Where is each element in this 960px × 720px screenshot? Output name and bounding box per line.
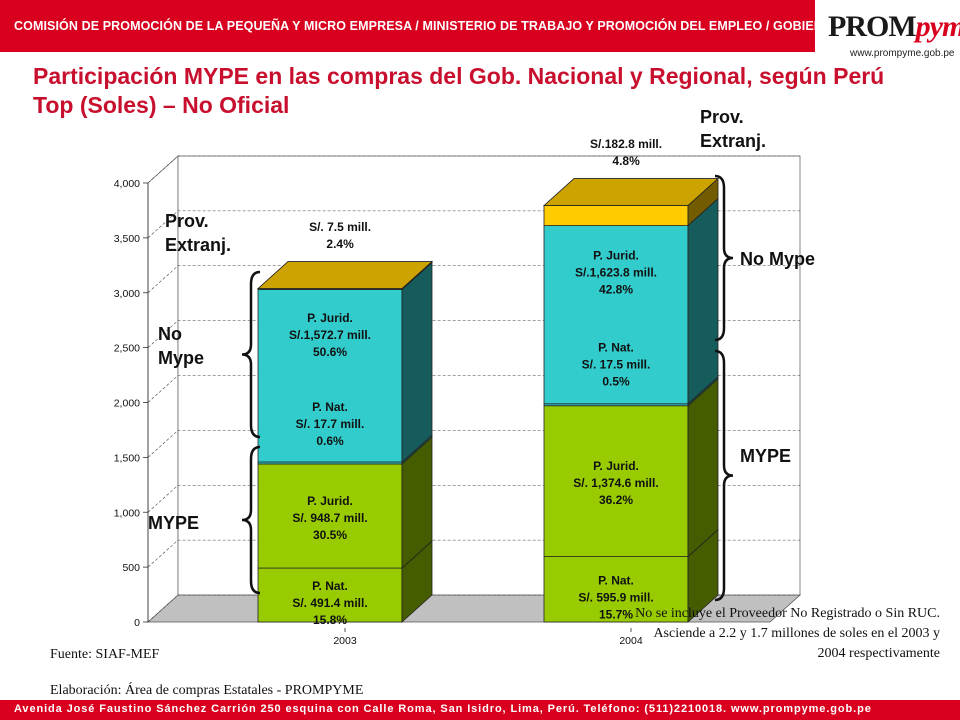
x-tick-label: 2004 [619, 635, 643, 647]
segment-label-prov-extranj: S/.182.8 mill. 4.8% [590, 137, 662, 168]
bar-segment-side [401, 261, 433, 463]
bar-segment [543, 205, 689, 227]
segment-label-mype-jurid: P. Jurid. S/. 948.7 mill. 30.5% [292, 494, 367, 542]
bar-segment [543, 225, 689, 405]
brace-mype-2004 [714, 349, 734, 602]
y-tick-label: 4,000 [114, 178, 140, 190]
y-tick-label: 0 [134, 617, 140, 629]
banner-text: COMISIÓN DE PROMOCIÓN DE LA PEQUEÑA Y MI… [14, 19, 910, 33]
no-mype-label-2004: No Mype [740, 249, 815, 269]
bar-segment [257, 463, 403, 569]
y-tick-label: 1,500 [114, 452, 140, 464]
logo-url: www.prompyme.gob.pe [850, 48, 955, 59]
segment-label-nomype-jurid: P. Jurid. S/.1,572.7 mill. 50.6% [289, 311, 371, 359]
y-tick-label: 2,500 [114, 343, 140, 355]
bar-segment-side [687, 377, 719, 558]
elaboration-text: Elaboración: Área de compras Estatales -… [50, 683, 364, 698]
y-tick-label: 1,000 [114, 507, 140, 519]
top-banner: COMISIÓN DE PROMOCIÓN DE LA PEQUEÑA Y MI… [0, 0, 909, 52]
prov-extranj-label-2004: Prov. Extranj. [700, 107, 766, 151]
bar-segment [257, 289, 403, 463]
bar-segment-side [687, 197, 719, 405]
footnote: No se incluye el Proveedor No Registrado… [635, 606, 940, 661]
y-tick-label: 2,000 [114, 398, 140, 410]
segment-label-mype-jurid: P. Jurid. S/. 1,374.6 mill. 36.2% [573, 459, 658, 507]
prompyme-logo: PROMpyme www.prompyme.gob.pe [820, 8, 960, 68]
no-mype-label-2003: No Mype [158, 324, 204, 368]
bar-top-face [256, 261, 434, 289]
gridline [147, 155, 800, 184]
segment-label-mype-nat: P. Nat. S/. 595.9 mill. 15.7% [578, 573, 653, 621]
bar-top-face [542, 178, 720, 206]
prov-extranj-label-2003: Prov. Extranj. [165, 211, 231, 255]
chart-title: Participación MYPE en las compras del Go… [33, 63, 885, 118]
segment-label-nomype-nat: P. Nat. S/. 17.5 mill. 0.5% [582, 340, 651, 388]
brace-mype-2003 [241, 445, 261, 595]
address-bar: Avenida José Faustino Sánchez Carrión 25… [0, 700, 960, 720]
segment-label-nomype-nat: P. Nat. S/. 17.7 mill. 0.6% [296, 400, 365, 448]
y-tick-label: 3,000 [114, 288, 140, 300]
address-text: Avenida José Faustino Sánchez Carrión 25… [14, 703, 872, 715]
x-tick-label: 2003 [333, 635, 357, 647]
bar-segment [543, 556, 689, 623]
source-text: Fuente: SIAF-MEF [50, 647, 160, 662]
brace-no-mype-2003 [241, 270, 261, 439]
logo-wordmark: PROMpyme [828, 10, 960, 43]
segment-label-nomype-jurid: P. Jurid. S/.1,623.8 mill. 42.8% [575, 248, 657, 296]
segment-label-prov-extranj: S/. 7.5 mill. 2.4% [309, 220, 371, 251]
brace-no-mype-2004 [714, 174, 734, 342]
mype-label-2004: MYPE [740, 446, 791, 466]
y-tick-label: 500 [122, 562, 140, 574]
mype-label-2003: MYPE [148, 513, 199, 533]
y-tick-label: 3,500 [114, 233, 140, 245]
segment-label-mype-nat: P. Nat. S/. 491.4 mill. 15.8% [292, 579, 367, 627]
